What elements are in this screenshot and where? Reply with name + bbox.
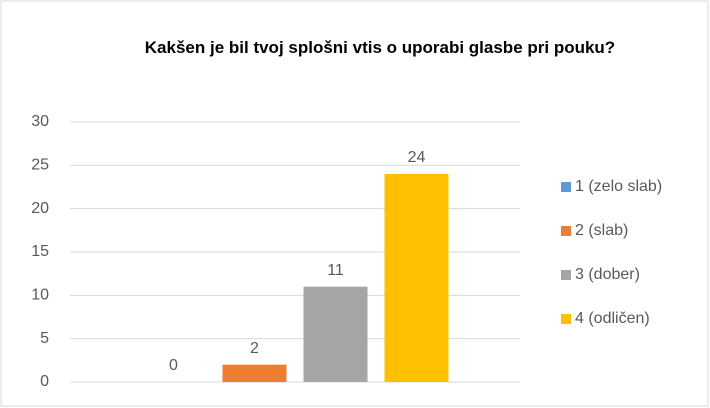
y-tick-label: 25 [31, 157, 49, 174]
data-label: 11 [327, 262, 344, 279]
legend-label: 4 (odličen) [575, 310, 650, 327]
chart-title: Kakšen je bil tvoj splošni vtis o uporab… [144, 38, 616, 57]
y-tick-label: 30 [31, 113, 49, 130]
bar [303, 286, 368, 382]
legend-swatch [561, 270, 571, 280]
bar [222, 364, 287, 382]
legend-swatch [561, 314, 571, 324]
data-label: 0 [169, 357, 178, 374]
legend-label: 2 (slab) [575, 222, 628, 239]
legend-swatch [561, 182, 571, 192]
y-tick-label: 5 [40, 330, 49, 347]
legend-label: 1 (zelo slab) [575, 178, 662, 195]
legend-label: 3 (dober) [575, 266, 640, 283]
bar [384, 174, 449, 382]
y-tick-label: 15 [31, 243, 49, 260]
legend-swatch [561, 226, 571, 236]
data-label: 2 [250, 340, 259, 357]
y-tick-label: 20 [31, 200, 49, 217]
y-tick-label: 10 [31, 287, 49, 304]
data-label: 24 [408, 149, 426, 166]
y-tick-label: 0 [40, 373, 49, 390]
